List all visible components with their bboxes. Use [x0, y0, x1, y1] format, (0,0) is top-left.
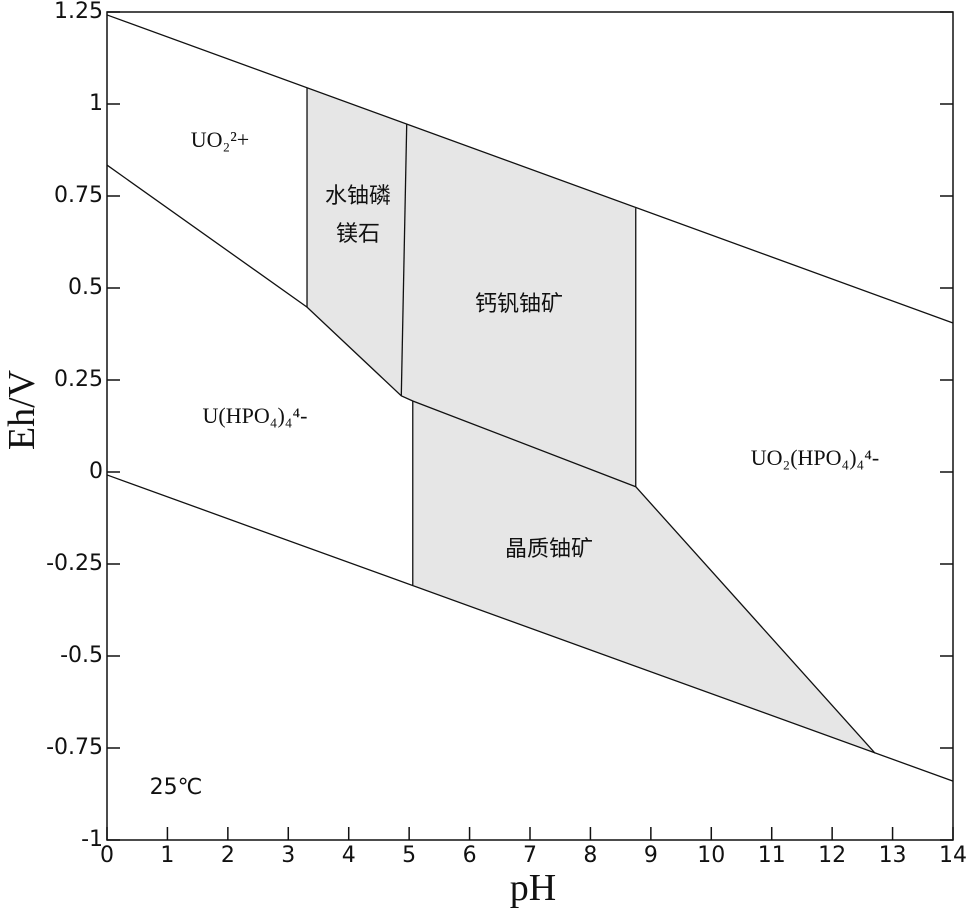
regions: [307, 88, 876, 754]
y-axis-title: Eh/V: [1, 369, 43, 450]
y-tick-label: 0: [89, 459, 103, 484]
x-tick-label: 2: [221, 843, 235, 868]
boundary-line: [400, 123, 408, 396]
y-tick-label: 0.25: [54, 367, 103, 392]
boundaries: [106, 14, 954, 782]
x-tick-label: 7: [523, 843, 537, 868]
mineral-label: 水铀磷: [325, 184, 391, 209]
y-tick-label: 0.75: [54, 183, 103, 208]
mineral-label: 晶质铀矿: [505, 537, 593, 562]
temperature-annotation: 25℃: [150, 775, 203, 800]
x-tick-label: 4: [342, 843, 356, 868]
x-tick-label: 14: [939, 843, 967, 868]
x-tick-label: 13: [879, 843, 907, 868]
y-tick-label: 1: [89, 91, 103, 116]
mineral-label: 钙钒铀矿: [475, 292, 563, 317]
x-tick-label: 10: [697, 843, 725, 868]
x-tick-label: 0: [100, 843, 114, 868]
species-label: U(HPO₄)₄⁴-: [203, 403, 308, 428]
species-label: UO₂(HPO₄)₄⁴-: [751, 445, 879, 470]
y-tick-label: -1: [81, 827, 103, 852]
y-tick-label: -0.5: [60, 643, 103, 668]
x-tick-label: 9: [644, 843, 658, 868]
x-axis-title: pH: [510, 867, 556, 909]
x-tick-label: 5: [402, 843, 416, 868]
boundary-line: [106, 474, 954, 782]
boundary-line: [106, 14, 954, 324]
x-tick-label: 8: [583, 843, 597, 868]
x-tick-label: 12: [818, 843, 846, 868]
x-tick-label: 1: [160, 843, 174, 868]
x-tick-label: 11: [758, 843, 786, 868]
mineral-label: 镁石: [336, 222, 380, 247]
y-tick-label: -0.25: [46, 551, 103, 576]
mineral-field: [401, 123, 636, 487]
y-tick-label: 0.5: [68, 275, 103, 300]
x-tick-label: 6: [463, 843, 477, 868]
x-tick-label: 3: [281, 843, 295, 868]
mineral-field: [412, 400, 876, 754]
y-tick-label: 1.25: [54, 0, 103, 24]
y-tick-label: -0.75: [46, 735, 103, 760]
boundary-line: [106, 164, 876, 754]
mineral-field: [307, 88, 407, 396]
species-label: UO₂²+: [191, 127, 249, 152]
